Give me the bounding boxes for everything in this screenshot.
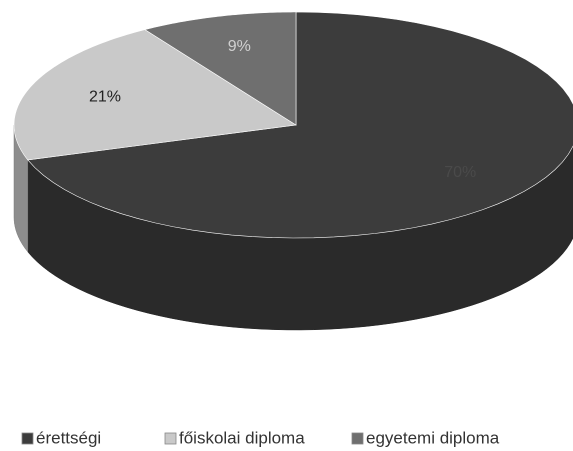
slice xyxy=(144,11,297,126)
data-label: 70% xyxy=(444,164,476,181)
legend-label: főiskolai diploma xyxy=(179,428,305,447)
data-label: 9% xyxy=(228,38,251,55)
legend-swatch xyxy=(351,432,364,445)
legend-swatch xyxy=(21,432,34,445)
legend-label: érettségi xyxy=(36,428,101,447)
legend-label: egyetemi diploma xyxy=(366,428,500,447)
data-label: 21% xyxy=(89,89,121,106)
slice xyxy=(27,11,573,239)
legend-swatch xyxy=(164,432,177,445)
slice xyxy=(13,29,297,161)
